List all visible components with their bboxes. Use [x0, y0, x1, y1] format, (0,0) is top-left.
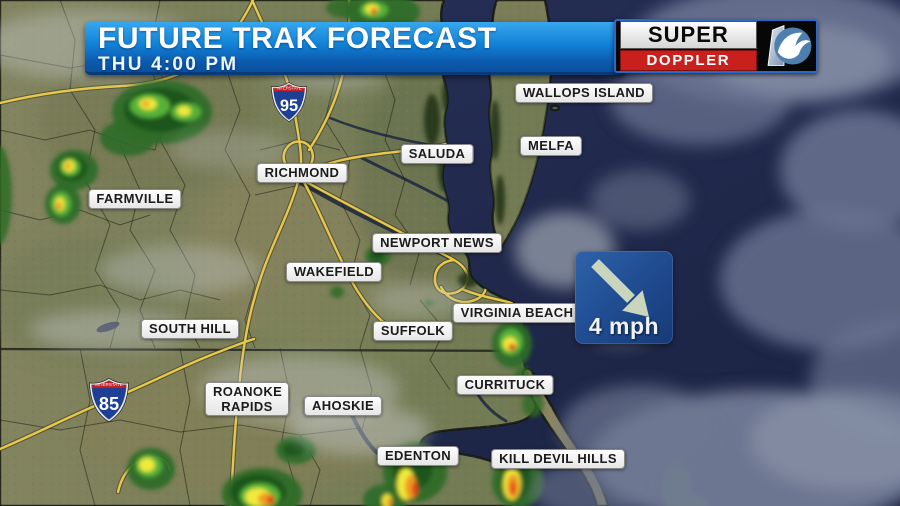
city-label-melfa: MELFA	[519, 136, 583, 156]
logo-doppler-text: DOPPLER	[620, 50, 757, 71]
city-label-wakefield: WAKEFIELD	[285, 262, 383, 282]
radar-precipitation-layer	[0, 0, 707, 506]
city-label-roanoke-rapids: ROANOKE RAPIDS	[205, 382, 289, 416]
svg-text:INTERSTATE: INTERSTATE	[277, 85, 302, 90]
city-label-currituck: CURRITUCK	[456, 375, 554, 395]
interstate-95-shield-icon: INTERSTATE 95	[270, 81, 308, 123]
forecast-title: FUTURE TRAK FORECAST	[98, 22, 497, 55]
city-label-south-hill: SOUTH HILL	[141, 319, 239, 339]
city-label-wallops-island: WALLOPS ISLAND	[515, 83, 653, 103]
city-label-saluda: SALUDA	[400, 144, 474, 164]
city-label-edenton: EDENTON	[376, 446, 460, 466]
forecast-title-banner: FUTURE TRAK FORECAST THU 4:00 PM	[85, 22, 625, 75]
interstate-85-shield-icon: INTERSTATE 85	[89, 377, 129, 423]
city-label-suffolk: SUFFOLK	[372, 321, 454, 341]
forecast-timestamp: THU 4:00 PM	[98, 54, 239, 75]
city-label-farmville: FARMVILLE	[88, 189, 182, 209]
super-doppler-10-logo: SUPER DOPPLER	[614, 19, 818, 73]
city-label-kill-devil-hills: KILL DEVIL HILLS	[491, 449, 625, 469]
svg-text:85: 85	[99, 394, 119, 414]
logo-wordmark: SUPER DOPPLER	[620, 21, 757, 71]
svg-text:INTERSTATE: INTERSTATE	[95, 382, 123, 387]
city-label-newport-news: NEWPORT NEWS	[372, 233, 502, 253]
wind-indicator-box: 4 mph	[575, 251, 673, 344]
arrow-southeast-icon	[591, 259, 649, 317]
city-label-virginia-beach: VIRGINIA BEACH	[452, 303, 582, 323]
city-label-richmond: RICHMOND	[256, 163, 348, 183]
logo-super-text: SUPER	[620, 21, 757, 49]
city-label-ahoskie: AHOSKIE	[303, 396, 383, 416]
wind-speed-value: 4 mph	[588, 313, 660, 339]
station-10-mark	[767, 25, 812, 66]
svg-text:95: 95	[280, 97, 298, 115]
wave-icon	[777, 32, 811, 59]
